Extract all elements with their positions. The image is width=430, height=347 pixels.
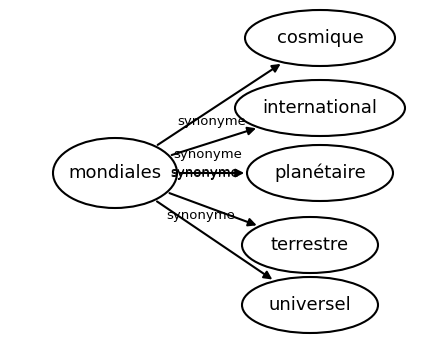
Text: cosmique: cosmique [276,29,363,47]
Text: planétaire: planétaire [274,164,366,182]
Text: universel: universel [269,296,351,314]
Text: mondiales: mondiales [68,164,162,182]
Text: synonyme: synonyme [166,209,235,222]
Text: synonyme: synonyme [171,166,240,179]
Text: international: international [262,99,378,117]
Text: synonyme: synonyme [171,167,240,180]
Text: synonyme: synonyme [178,115,246,128]
Text: synonyme: synonyme [174,147,243,161]
Text: terrestre: terrestre [271,236,349,254]
